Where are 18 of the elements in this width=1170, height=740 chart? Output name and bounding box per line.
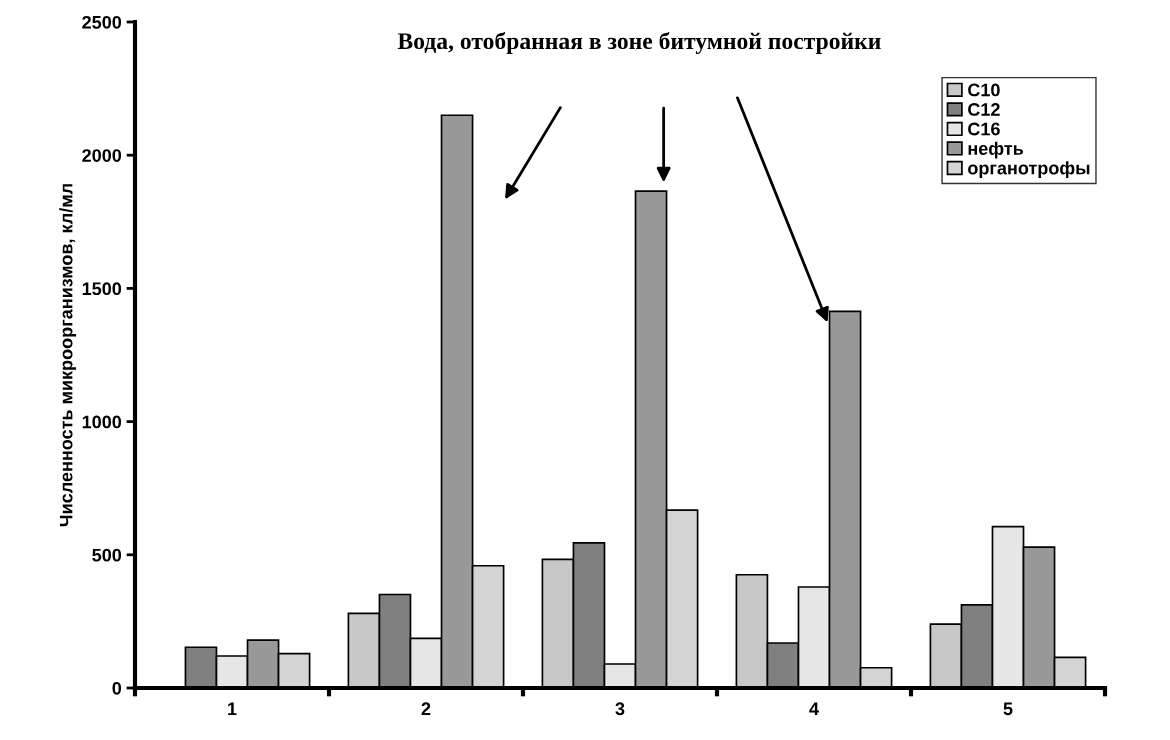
y-tick-label: 2500 (82, 15, 122, 29)
y-axis-title: Численность микроорганизмов, кл/мл (59, 184, 77, 527)
y-tick-label: 2000 (82, 149, 122, 162)
x-tick-label: 3 (615, 702, 625, 716)
legend-label: органотрофы (968, 161, 1090, 179)
legend-label: C16 (968, 122, 1000, 136)
x-tick-label: 4 (809, 702, 819, 715)
y-tick-label: 1500 (82, 282, 122, 296)
legend-label: нефть (968, 141, 1024, 159)
y-tick-label: 0 (112, 681, 122, 695)
x-tick-label: 5 (1003, 702, 1013, 716)
legend-label: C12 (968, 103, 1000, 116)
x-tick-label: 2 (421, 702, 431, 715)
y-tick-label: 1000 (82, 415, 122, 429)
y-tick-label: 500 (92, 548, 122, 562)
x-tick-label: 1 (228, 702, 237, 715)
legend-label: C10 (968, 83, 1000, 97)
annotation: Вода, отобранная в зоне битумной постройки (397, 31, 881, 54)
